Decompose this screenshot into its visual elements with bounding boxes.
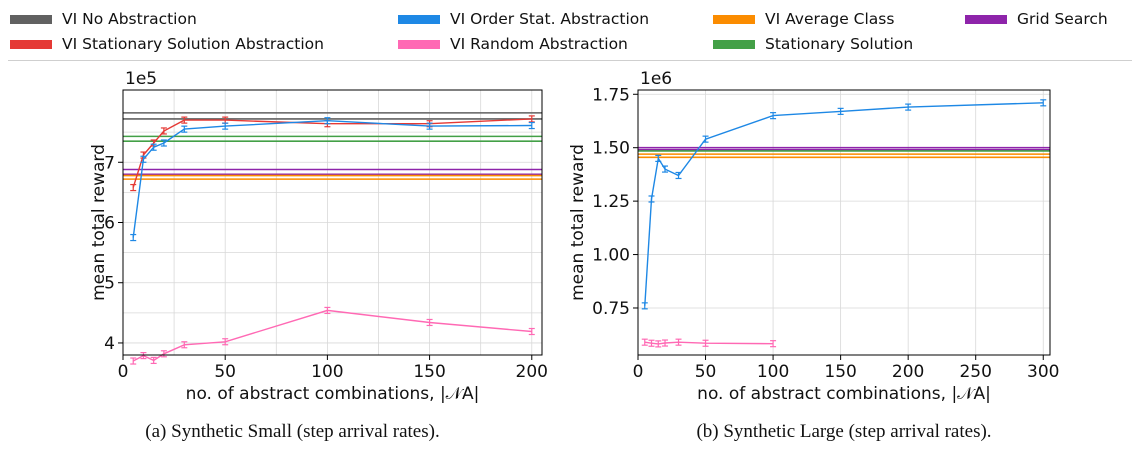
legend: VI No Abstraction VI Stationary Solution…: [8, 4, 1132, 61]
legend-item: VI Average Class: [713, 8, 894, 30]
series-line-vi-order-stat-abstraction: [644, 102, 1044, 306]
x-tick-label: 50: [214, 362, 236, 382]
y-tick-label: 5: [104, 274, 115, 294]
legend-item: VI Order Stat. Abstraction: [398, 8, 649, 30]
legend-item: Grid Search: [965, 8, 1108, 30]
x-tick-label: 250: [959, 362, 991, 382]
x-tick-label: 300: [1027, 362, 1059, 382]
legend-label: Grid Search: [1017, 10, 1108, 28]
x-tick-label: 200: [516, 362, 548, 382]
legend-swatch-vi-average-class: [713, 14, 755, 24]
legend-item: VI Random Abstraction: [398, 33, 628, 55]
x-tick-label: 150: [824, 362, 856, 382]
x-axis-label: no. of abstract combinations, |𝒩A|: [186, 384, 480, 404]
y-tick-label: 7: [104, 153, 115, 173]
legend-label: VI Stationary Solution Abstraction: [62, 35, 324, 53]
chart-a: 0 50 100 150 200 4 5 6 7 1e5 no. of abstract combi…: [89, 69, 548, 442]
legend-label: VI No Abstraction: [62, 10, 197, 28]
legend-swatch-grid-search: [965, 14, 1007, 24]
legend-label: VI Order Stat. Abstraction: [450, 10, 650, 28]
y-tick-label: 1.25: [592, 192, 630, 212]
chart-caption: (a) Synthetic Small (step arrival rates)…: [145, 421, 439, 442]
x-tick-label: 50: [695, 362, 717, 382]
x-tick-label: 100: [311, 362, 343, 382]
legend-swatch-vi-no-abstraction: [10, 14, 52, 24]
legend-label: VI Average Class: [765, 10, 895, 28]
plot-area: [638, 90, 1050, 355]
x-tick-label: 0: [633, 362, 644, 382]
y-tick-label: 1.00: [592, 246, 630, 266]
y-tick-label: 0.75: [592, 299, 630, 319]
legend-label: VI Random Abstraction: [450, 35, 628, 53]
axes-frame: [637, 89, 1051, 356]
legend-swatch-stationary-solution: [713, 39, 755, 49]
chart-caption: (b) Synthetic Large (step arrival rates)…: [696, 421, 991, 442]
legend-item: VI Stationary Solution Abstraction: [10, 33, 324, 55]
legend-label: Stationary Solution: [765, 35, 914, 53]
y-tick-label: 1.50: [592, 139, 630, 159]
legend-swatch-vi-stationary-solution-abstraction: [10, 39, 52, 49]
x-tick-label: 0: [118, 362, 129, 382]
x-tick-label: 150: [413, 362, 445, 382]
legend-item: Stationary Solution: [713, 33, 913, 55]
x-tick-label: 100: [757, 362, 789, 382]
y-axis-label: mean total reward: [89, 144, 109, 301]
y-tick-label: 1.75: [592, 85, 630, 105]
offset-text: 1e6: [640, 69, 672, 89]
legend-swatch-vi-random-abstraction: [398, 39, 440, 49]
y-axis-label: mean total reward: [568, 144, 588, 301]
offset-text: 1e5: [125, 69, 157, 89]
y-tick-label: 6: [104, 214, 115, 234]
y-tick-label: 4: [104, 334, 115, 354]
chart-b: 0 50 100 150 200 250 300 0.75 1.00 1.25 1.50 1.75 1e…: [568, 69, 1059, 442]
x-axis-label: no. of abstract combinations, |𝒩A|: [697, 384, 991, 404]
x-tick-label: 200: [892, 362, 924, 382]
legend-item: VI No Abstraction: [10, 8, 197, 30]
legend-swatch-vi-order-stat-abstraction: [398, 14, 440, 24]
